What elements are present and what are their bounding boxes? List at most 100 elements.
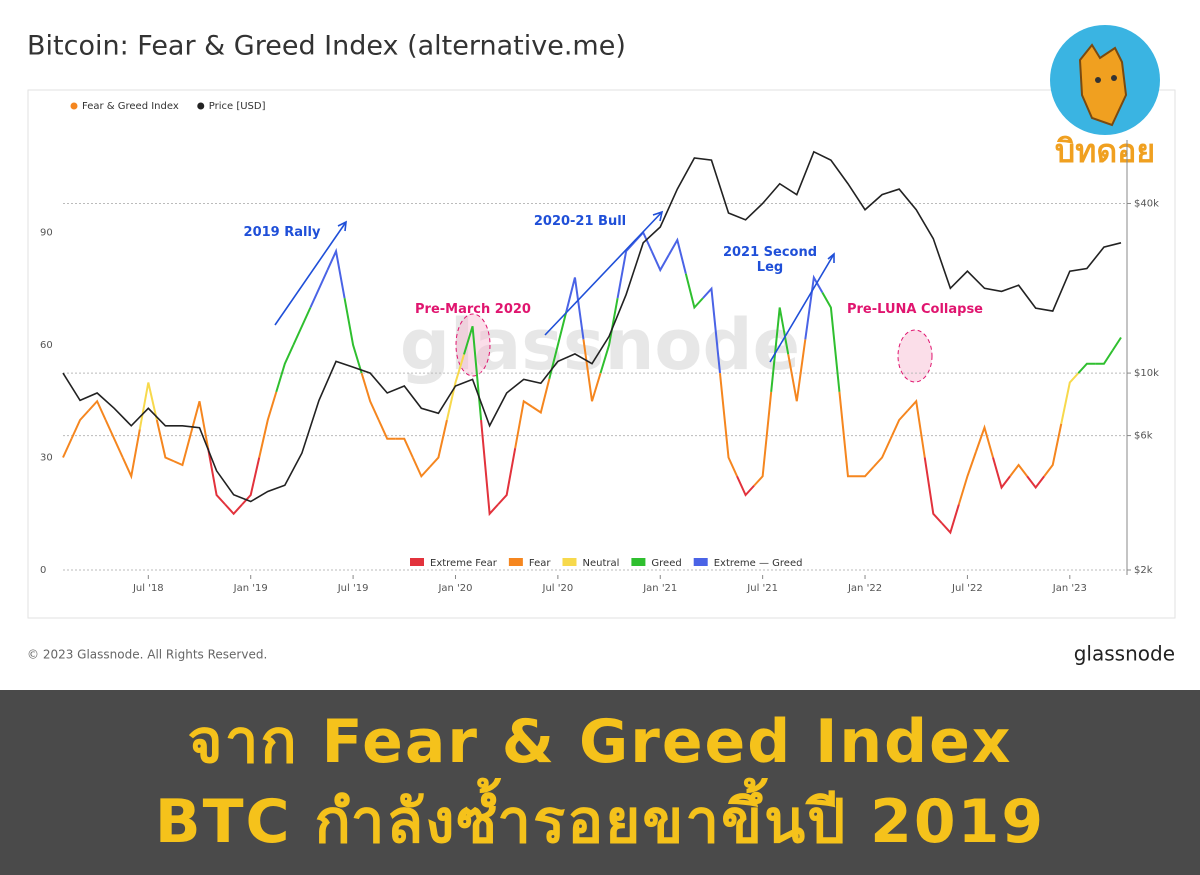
legend-label: Neutral xyxy=(582,558,619,569)
index-segment xyxy=(923,457,943,524)
index-segment xyxy=(121,429,141,480)
annotation: Pre-LUNA Collapse xyxy=(846,302,983,317)
index-segment xyxy=(736,475,755,497)
banner-line: จาก Fear & Greed Index xyxy=(187,707,1013,777)
legend-label: Greed xyxy=(651,558,681,569)
index-segment xyxy=(838,391,857,478)
logo-text: บิทดอย xyxy=(1055,132,1155,170)
index-segment xyxy=(445,354,465,421)
index-segment xyxy=(872,438,892,468)
index-segment xyxy=(104,419,124,458)
banner-line: BTC กำลังซ้ำรอยขาขึ้นปี 2019 xyxy=(154,787,1046,857)
index-segment xyxy=(531,378,551,415)
index-segment xyxy=(343,297,363,374)
index-segment xyxy=(87,399,107,421)
index-segment xyxy=(650,250,670,273)
copyright: © 2023 Glassnode. All Rights Reserved. xyxy=(27,648,267,662)
index-segment xyxy=(241,457,261,506)
index-segment xyxy=(787,339,807,402)
index-segment xyxy=(667,237,687,274)
title: Bitcoin: Fear & Greed Index (alternative… xyxy=(27,31,626,62)
x-tick-label: Jul '22 xyxy=(951,583,983,594)
index-segment xyxy=(957,451,977,505)
index-segment xyxy=(821,292,841,392)
price-line xyxy=(62,150,1122,503)
index-segment xyxy=(70,409,90,440)
x-tick-label: Jan '19 xyxy=(233,583,268,594)
logo-eye xyxy=(1111,75,1117,81)
arrow-head xyxy=(652,210,664,222)
y2-tick-label: $2k xyxy=(1134,565,1153,576)
index-segment xyxy=(702,286,721,374)
index-segment xyxy=(173,432,192,467)
index-segment xyxy=(1077,362,1096,374)
legend-swatch xyxy=(562,558,577,566)
plot-area: $2k $6k $10k $40k 0 30 60 90 Jul '18 Jan '19 Jul '… xyxy=(40,150,1159,594)
legend-swatch xyxy=(508,558,523,566)
y-tick-label: 60 xyxy=(40,340,53,351)
chart-frame xyxy=(27,89,1176,619)
y2-tick-label: $10k xyxy=(1134,368,1159,379)
highlight-ellipse xyxy=(455,313,491,377)
banner: จาก Fear & Greed Index BTC กำลังซ้ำรอยขา… xyxy=(0,690,1200,875)
index-segment xyxy=(1043,423,1063,477)
index-segment xyxy=(1111,336,1122,352)
y-tick-label: 0 xyxy=(40,565,46,576)
arrow xyxy=(274,221,347,326)
index-segment xyxy=(224,503,243,516)
highlight-ellipse xyxy=(897,329,933,383)
index-segment xyxy=(1060,372,1080,424)
index-segment xyxy=(684,273,704,310)
annotation: 2021 Second Leg xyxy=(722,245,818,275)
x-tick-label: Jul '19 xyxy=(337,583,369,594)
x-tick-label: Jul '20 xyxy=(542,583,574,594)
index-segment xyxy=(62,438,73,458)
legend-swatch xyxy=(693,558,708,566)
legend-label: Price [USD] xyxy=(209,101,266,112)
index-segment xyxy=(975,424,994,458)
chart: Bitcoin: Fear & Greed Index (alternative… xyxy=(27,25,1176,666)
x-tick-label: Jul '18 xyxy=(132,583,164,594)
annotation: 2019 Rally xyxy=(243,225,321,240)
legend-label: Extreme — Greed xyxy=(714,558,803,569)
index-segment xyxy=(155,419,175,463)
arrows xyxy=(274,210,835,363)
index-segment xyxy=(941,504,960,535)
index-segment xyxy=(992,457,1011,490)
index-segment xyxy=(463,325,483,421)
index-segment xyxy=(309,269,329,308)
legend-label: Fear & Greed Index xyxy=(82,101,179,112)
logo-figure xyxy=(1078,43,1128,127)
legend-swatch xyxy=(631,558,646,566)
index-segment xyxy=(856,466,875,478)
index-segment xyxy=(275,344,295,393)
annotation: 2020-21 Bull xyxy=(533,214,627,229)
index-segment xyxy=(480,419,499,517)
index-segment xyxy=(514,399,533,449)
index-segment xyxy=(292,307,312,346)
index-segment xyxy=(411,457,431,479)
index-segment xyxy=(1026,475,1046,490)
index-segment xyxy=(718,373,738,477)
index-segment xyxy=(616,241,636,299)
index-segment xyxy=(889,409,909,440)
x-tick-label: Jan '21 xyxy=(642,583,677,594)
index-segment xyxy=(804,274,824,340)
index-segment xyxy=(377,419,396,440)
index-segment xyxy=(770,307,790,392)
x-tick-label: Jan '22 xyxy=(847,583,882,594)
index-segment xyxy=(1095,350,1114,365)
index-segment xyxy=(497,447,517,506)
index-segment xyxy=(326,247,346,299)
index-segment xyxy=(395,437,414,458)
annotation: Pre-March 2020 xyxy=(415,302,531,317)
legend-label: Fear xyxy=(529,558,551,569)
logo-eye xyxy=(1095,77,1101,83)
index-segment xyxy=(429,419,448,468)
legend-swatch xyxy=(197,102,205,110)
x-tick-label: Jul '21 xyxy=(746,583,778,594)
legend-label: Extreme Fear xyxy=(430,558,498,569)
index-segment xyxy=(599,297,619,374)
index-segment xyxy=(753,391,773,487)
